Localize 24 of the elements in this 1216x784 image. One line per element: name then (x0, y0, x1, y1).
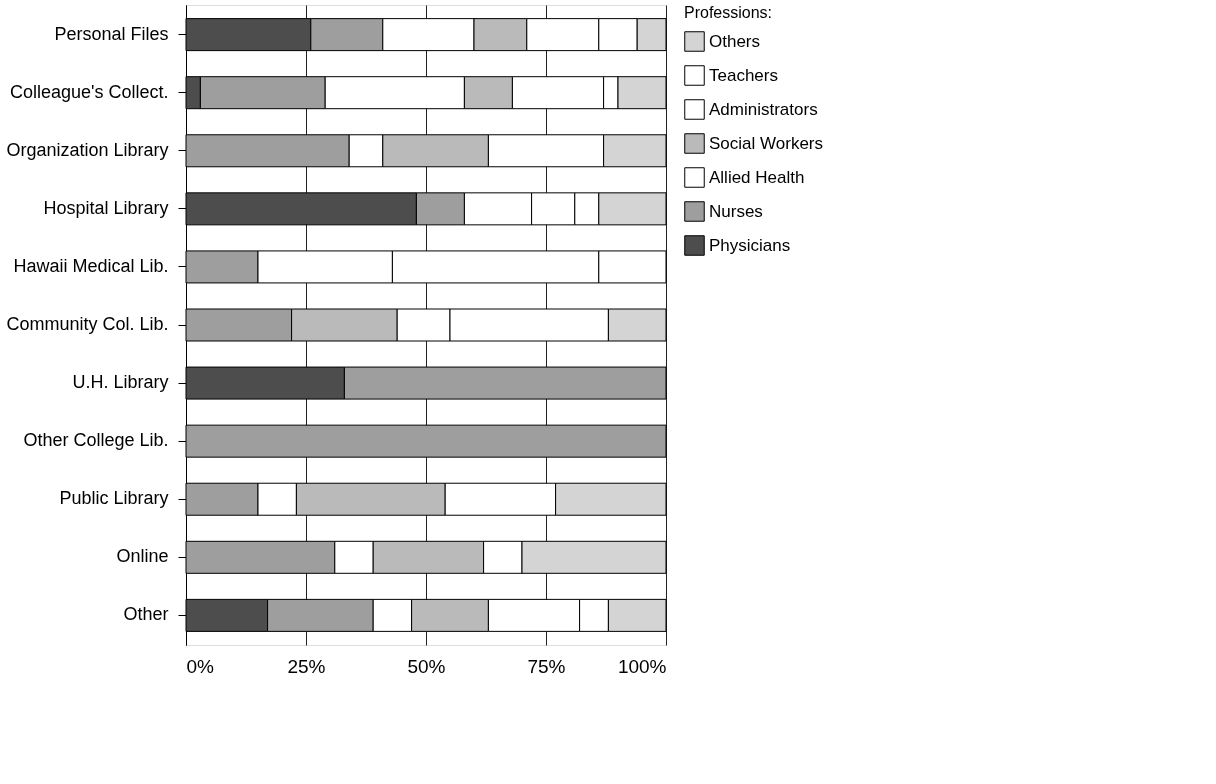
y-tick-label: Personal Files (54, 23, 169, 44)
x-tick-label: 50% (407, 655, 446, 677)
x-tick-label: 100% (617, 655, 667, 677)
legend-title: Professions: (684, 4, 773, 21)
y-tick-label: Other (123, 604, 169, 625)
y-tick-label: Public Library (59, 488, 169, 509)
legend-label: Nurses (709, 201, 763, 221)
y-tick-label: Community Col. Lib. (6, 314, 169, 334)
y-tick-label: Online (116, 546, 169, 567)
y-tick-label: Organization Library (6, 139, 169, 160)
legend-label: Physicians (709, 235, 791, 255)
legend-label: Others (709, 31, 761, 51)
legend-label: Social Workers (709, 133, 823, 153)
x-tick-label: 0% (186, 655, 215, 677)
y-tick-label: Colleague's Collect. (9, 81, 169, 102)
x-tick-label: 25% (287, 655, 326, 677)
y-tick-label: Other College Lib. (23, 430, 169, 451)
legend-label: Teachers (709, 65, 778, 85)
legend-label: Allied Health (709, 167, 805, 187)
x-tick-label: 75% (527, 655, 566, 677)
legend-label: Administrators (709, 99, 818, 119)
y-tick-label: Hawaii Medical Lib. (13, 255, 169, 276)
y-tick-label: Hospital Library (43, 197, 169, 218)
y-tick-label: U.H. Library (72, 372, 169, 393)
